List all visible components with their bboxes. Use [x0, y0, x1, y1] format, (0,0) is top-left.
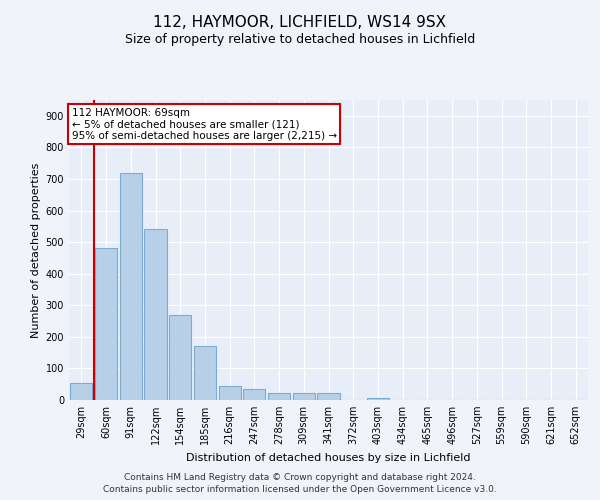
Bar — [145, 230, 167, 400]
Y-axis label: Number of detached properties: Number of detached properties — [31, 162, 41, 338]
Bar — [243, 389, 265, 400]
Text: 112, HAYMOOR, LICHFIELD, WS14 9SX: 112, HAYMOOR, LICHFIELD, WS14 9SX — [154, 15, 446, 30]
Bar — [317, 393, 340, 400]
Bar — [218, 386, 241, 400]
Bar — [268, 393, 290, 400]
Bar — [367, 398, 389, 400]
Bar — [119, 172, 142, 400]
Text: 112 HAYMOOR: 69sqm
← 5% of detached houses are smaller (121)
95% of semi-detache: 112 HAYMOOR: 69sqm ← 5% of detached hous… — [71, 108, 337, 140]
Bar — [293, 393, 315, 400]
X-axis label: Distribution of detached houses by size in Lichfield: Distribution of detached houses by size … — [186, 452, 471, 462]
Bar — [194, 346, 216, 400]
Text: Contains HM Land Registry data © Crown copyright and database right 2024.: Contains HM Land Registry data © Crown c… — [124, 472, 476, 482]
Text: Contains public sector information licensed under the Open Government Licence v3: Contains public sector information licen… — [103, 485, 497, 494]
Bar — [95, 248, 117, 400]
Bar — [169, 314, 191, 400]
Bar — [70, 382, 92, 400]
Text: Size of property relative to detached houses in Lichfield: Size of property relative to detached ho… — [125, 32, 475, 46]
